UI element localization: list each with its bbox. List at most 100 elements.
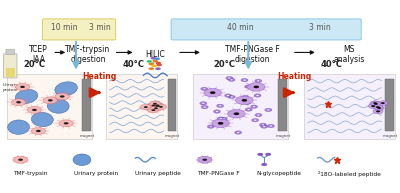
Circle shape <box>220 118 222 119</box>
Circle shape <box>48 99 53 102</box>
Circle shape <box>151 64 157 67</box>
Text: 3 min: 3 min <box>309 23 330 32</box>
Text: TMF-trypsin: TMF-trypsin <box>13 171 47 176</box>
Circle shape <box>257 80 260 81</box>
Text: 40 min: 40 min <box>227 23 254 32</box>
Circle shape <box>27 107 42 113</box>
Circle shape <box>32 109 37 111</box>
Ellipse shape <box>32 112 53 127</box>
Circle shape <box>230 112 233 113</box>
Circle shape <box>247 86 250 87</box>
Circle shape <box>140 104 151 110</box>
Circle shape <box>261 125 268 128</box>
Circle shape <box>14 156 28 163</box>
Circle shape <box>228 78 230 79</box>
FancyBboxPatch shape <box>6 49 15 55</box>
Circle shape <box>156 62 161 64</box>
Circle shape <box>378 101 388 105</box>
Circle shape <box>224 94 232 97</box>
Circle shape <box>258 153 263 156</box>
Circle shape <box>156 63 162 66</box>
Circle shape <box>154 57 160 60</box>
Circle shape <box>16 101 21 103</box>
FancyBboxPatch shape <box>193 74 288 139</box>
Circle shape <box>151 109 155 111</box>
Circle shape <box>214 110 220 113</box>
Text: 40°C: 40°C <box>320 60 342 69</box>
Circle shape <box>244 96 246 98</box>
Circle shape <box>16 83 30 90</box>
Circle shape <box>377 107 381 109</box>
Circle shape <box>234 112 239 115</box>
Circle shape <box>255 79 262 83</box>
Circle shape <box>152 60 158 62</box>
Circle shape <box>148 108 159 113</box>
Circle shape <box>371 105 375 107</box>
Text: Heating: Heating <box>83 72 117 81</box>
Circle shape <box>244 101 251 104</box>
Circle shape <box>242 99 247 102</box>
Circle shape <box>152 103 163 108</box>
Circle shape <box>55 93 69 100</box>
Circle shape <box>31 128 46 135</box>
Text: magnet: magnet <box>164 134 180 138</box>
Circle shape <box>217 117 224 120</box>
FancyBboxPatch shape <box>386 79 394 131</box>
Circle shape <box>228 110 245 118</box>
FancyBboxPatch shape <box>42 19 116 40</box>
Ellipse shape <box>73 154 91 165</box>
Circle shape <box>148 63 154 65</box>
Circle shape <box>370 101 380 105</box>
Circle shape <box>150 57 156 59</box>
Circle shape <box>259 123 266 127</box>
FancyBboxPatch shape <box>278 79 287 131</box>
Circle shape <box>376 106 380 108</box>
Text: magnet: magnet <box>275 134 290 138</box>
FancyBboxPatch shape <box>168 79 176 131</box>
Circle shape <box>256 95 259 96</box>
Text: TMF-PNGase F: TMF-PNGase F <box>197 171 240 176</box>
Circle shape <box>216 111 218 112</box>
Circle shape <box>230 96 233 97</box>
Circle shape <box>200 102 207 105</box>
FancyBboxPatch shape <box>106 74 177 139</box>
Circle shape <box>267 109 270 110</box>
Circle shape <box>235 131 242 134</box>
Circle shape <box>241 78 248 82</box>
Circle shape <box>265 108 272 112</box>
Circle shape <box>228 95 235 99</box>
Text: 40°C: 40°C <box>122 60 144 69</box>
Circle shape <box>262 163 267 166</box>
Text: 20°C: 20°C <box>24 60 46 69</box>
Ellipse shape <box>47 99 69 113</box>
Circle shape <box>155 104 166 109</box>
Circle shape <box>212 119 229 128</box>
Circle shape <box>232 110 239 114</box>
Circle shape <box>252 119 259 122</box>
Circle shape <box>20 86 25 88</box>
Circle shape <box>373 102 377 104</box>
Circle shape <box>150 101 160 107</box>
Circle shape <box>220 117 228 121</box>
Circle shape <box>374 106 384 110</box>
Circle shape <box>148 103 159 108</box>
Circle shape <box>218 122 223 125</box>
Circle shape <box>262 124 264 125</box>
Circle shape <box>204 107 206 108</box>
Circle shape <box>248 83 265 91</box>
Circle shape <box>236 96 253 105</box>
Circle shape <box>155 67 161 70</box>
Circle shape <box>43 97 58 104</box>
Circle shape <box>230 79 233 80</box>
Circle shape <box>255 113 262 117</box>
Circle shape <box>201 105 208 109</box>
Circle shape <box>148 67 154 70</box>
Circle shape <box>265 153 271 156</box>
Circle shape <box>198 156 212 163</box>
Text: Urinary protein: Urinary protein <box>74 171 118 176</box>
Circle shape <box>216 104 224 108</box>
Text: 10 min: 10 min <box>51 23 77 32</box>
Text: HILIC: HILIC <box>145 50 165 59</box>
Text: 20°C: 20°C <box>214 60 236 69</box>
FancyBboxPatch shape <box>4 54 17 78</box>
